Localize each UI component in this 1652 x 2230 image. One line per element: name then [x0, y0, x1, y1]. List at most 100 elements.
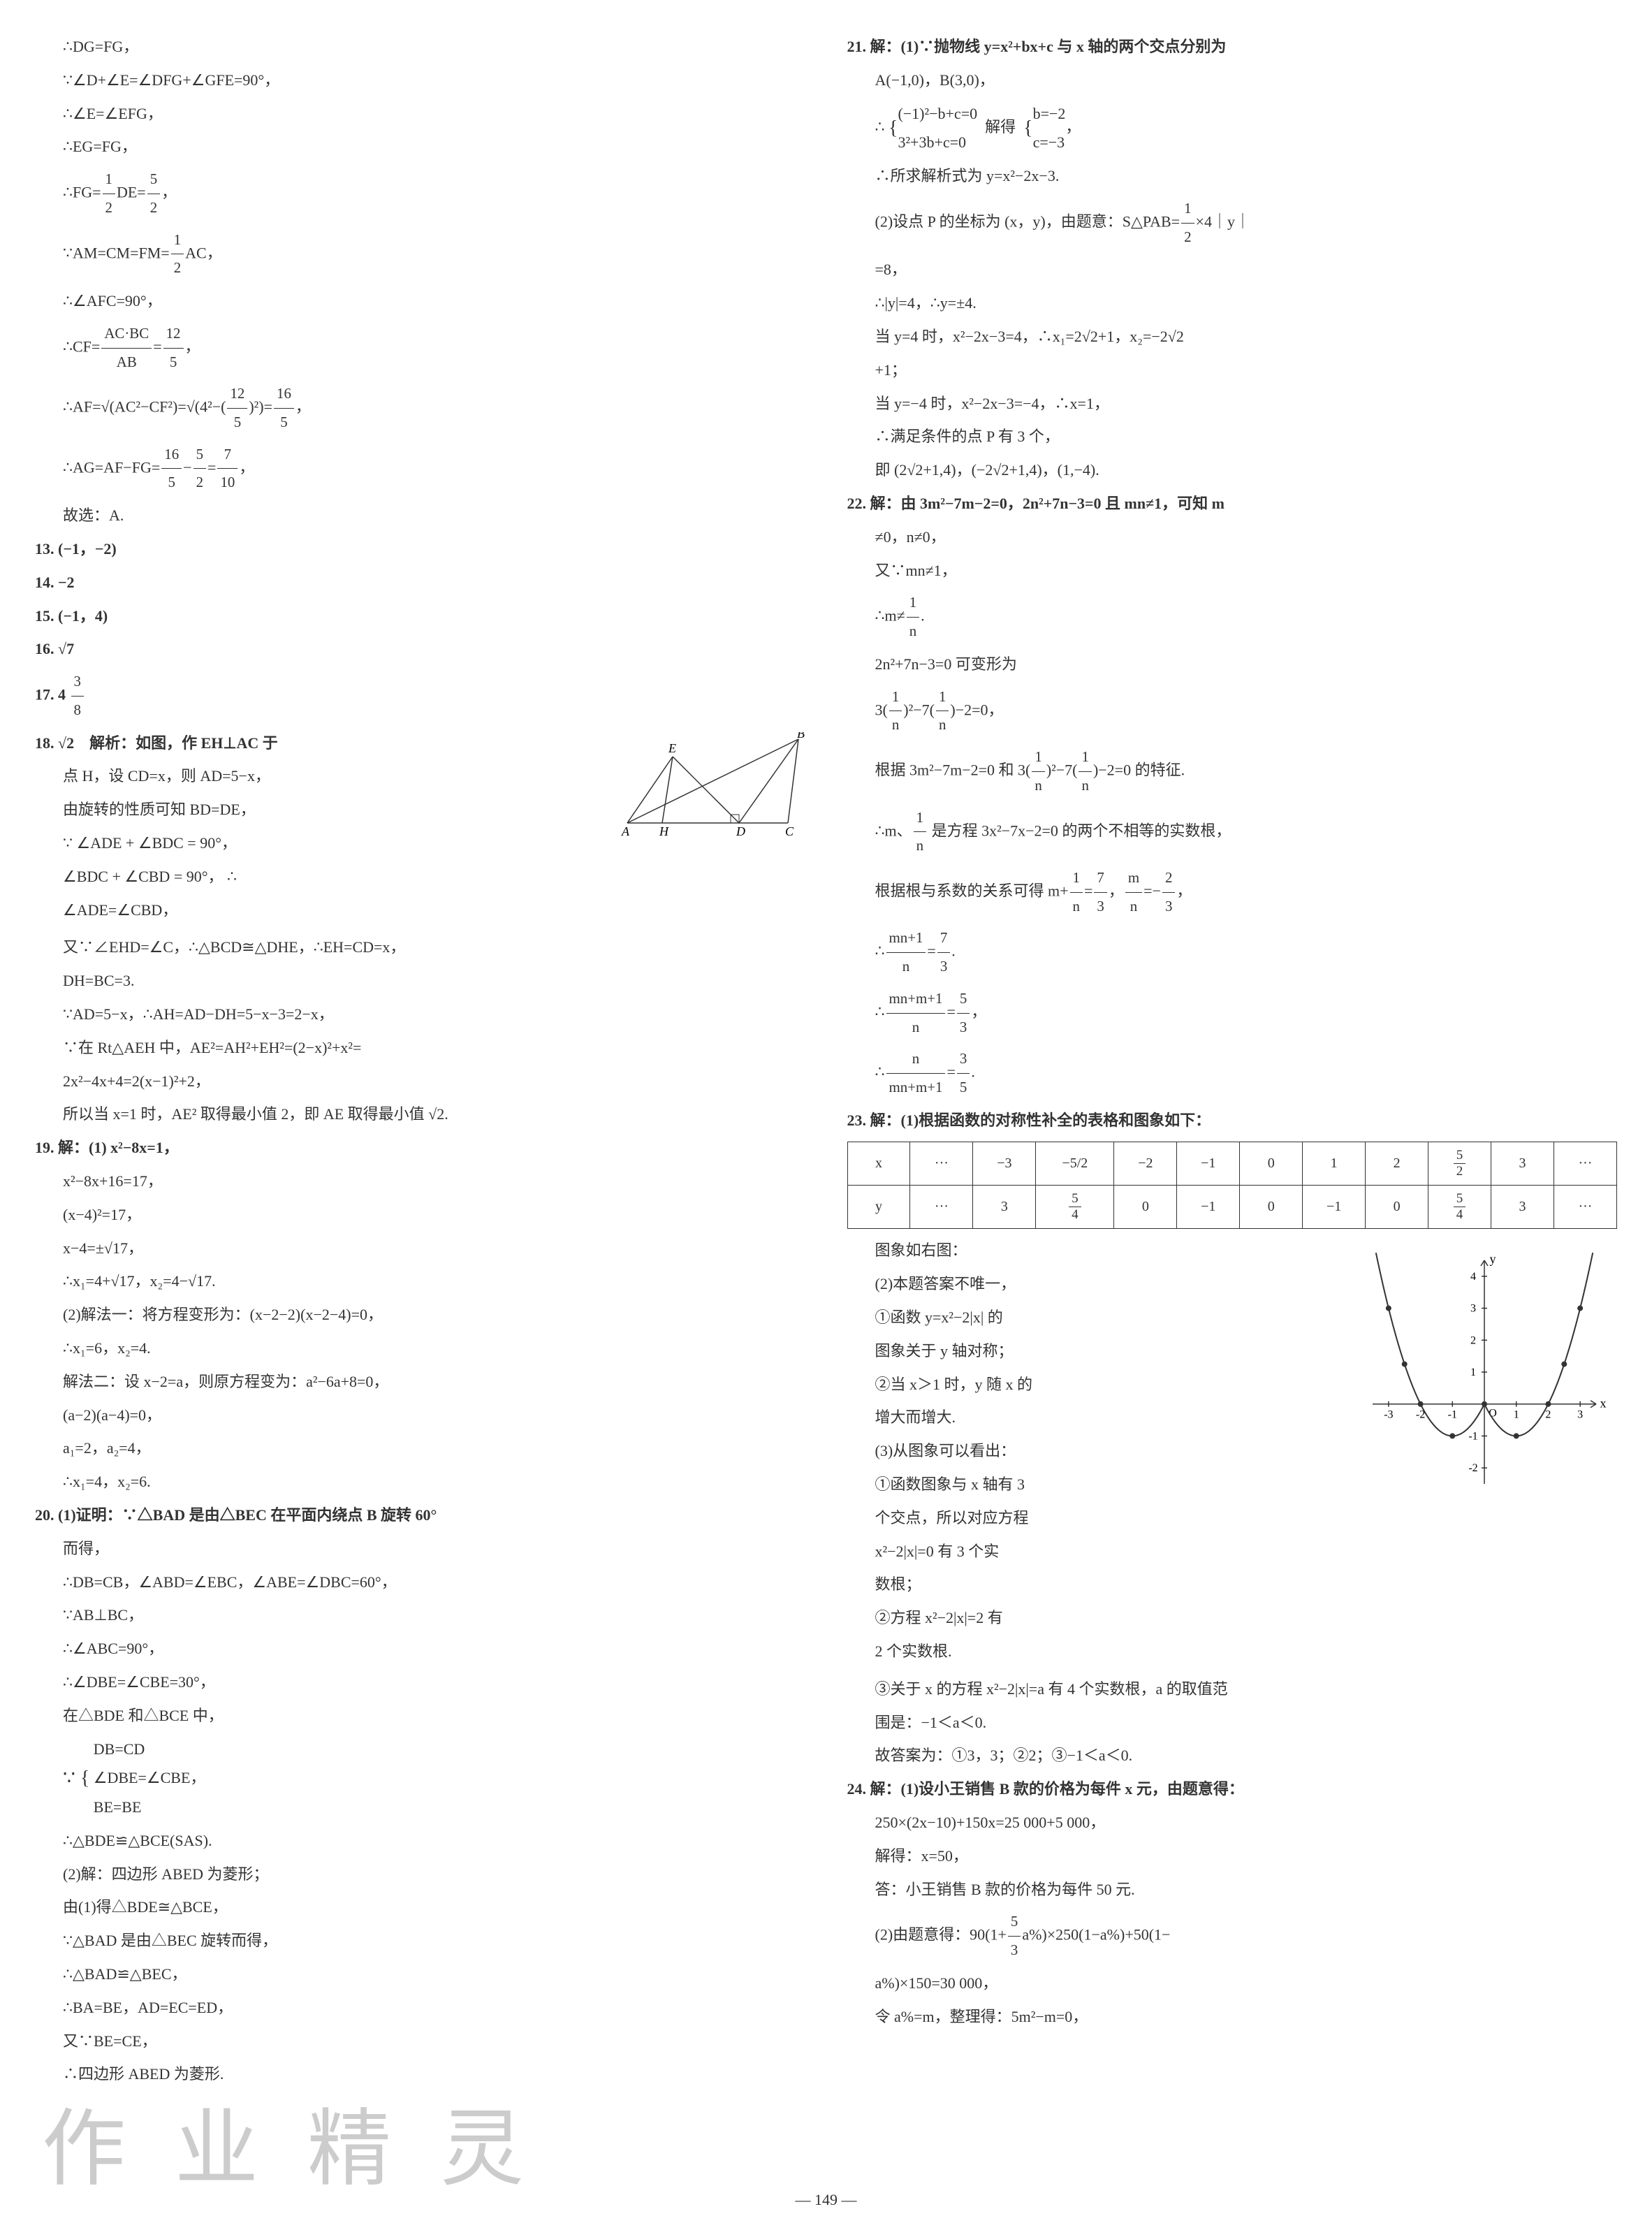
text-line: ∴AF=√(AC²−CF²)=√(4²−(125)²)=165，	[35, 380, 805, 436]
svg-text:A: A	[621, 824, 630, 837]
q19-line: (2)解法一：将方程变形为：(x−2−2)(x−2−4)=0，	[35, 1300, 805, 1329]
q19-line: (x−4)²=17，	[35, 1200, 805, 1230]
q18-line: ∠ADE=∠CBD，	[35, 896, 805, 925]
q22-line: 3(1n)²−7(1n)−2=0，	[847, 683, 1618, 739]
q19-line: ∴x₁=4，x₂=6.	[35, 1467, 805, 1496]
answer-13: 13. (−1，−2)	[35, 534, 805, 564]
q22-line: ∴m、1n 是方程 3x²−7x−2=0 的两个不相等的实数根，	[847, 804, 1618, 860]
q23-table: x···−3−5/2−2−1012523···y···3540−10−10543…	[847, 1142, 1618, 1229]
q21-line: 当 y=−4 时，x²−2x−3=−4，∴x=1，	[847, 389, 1618, 418]
q20-line: ∴BA=BE，AD=EC=ED，	[35, 1993, 805, 2023]
q20-line: 在△BDE 和△BCE 中，	[35, 1701, 805, 1730]
text-line: 故选：A.	[35, 501, 805, 530]
q23-line: 故答案为：①3，3；②2；③−1＜a＜0.	[847, 1741, 1618, 1770]
q23-line: ③关于 x 的方程 x²−2|x|=a 有 4 个实数根，a 的取值范	[847, 1675, 1618, 1704]
svg-text:1: 1	[1470, 1367, 1476, 1378]
q23-line: 数根；	[847, 1570, 1618, 1599]
q22-line: ∴m≠1n.	[847, 589, 1618, 645]
q20-line: ∵AB⊥BC，	[35, 1601, 805, 1630]
q20-line: ∴DB=CB，∠ABD=∠EBC，∠ABE=∠DBC=60°，	[35, 1568, 805, 1597]
svg-text:2: 2	[1545, 1409, 1551, 1421]
q18-line: 2x²−4x+4=2(x−1)²+2，	[35, 1067, 805, 1096]
q18-line: 所以当 x=1 时，AE² 取得最小值 2，即 AE 取得最小值 √2.	[35, 1100, 805, 1129]
svg-text:1: 1	[1514, 1409, 1519, 1421]
svg-text:3: 3	[1577, 1409, 1583, 1421]
q20-line: ∴∠DBE=∠CBE=30°，	[35, 1668, 805, 1697]
q23-line: ②方程 x²−2|x|=2 有	[847, 1603, 1618, 1633]
q18-line: DH=BC=3.	[35, 966, 805, 996]
svg-text:H: H	[659, 824, 669, 837]
q19-line: 19. 解：(1) x²−8x=1，	[35, 1133, 805, 1163]
q20-line: 而得，	[35, 1534, 805, 1564]
q24-line: 解得：x=50，	[847, 1842, 1618, 1871]
text-line: ∴EG=FG，	[35, 132, 805, 161]
q21-line: ∴满足条件的点 P 有 3 个，	[847, 422, 1618, 451]
q22-line: 根据根与系数的关系可得 m+1n=73，mn=−23，	[847, 864, 1618, 920]
q19-line: x²−8x+16=17，	[35, 1167, 805, 1196]
q20-line: 20. (1)证明：∵△BAD 是由△BEC 在平面内绕点 B 旋转 60°	[35, 1501, 805, 1530]
q21-line: 即 (2√2+1,4)，(−2√2+1,4)，(1,−4).	[847, 456, 1618, 485]
q19-line: (a−2)(a−4)=0，	[35, 1401, 805, 1430]
q22-line: 2n²+7n−3=0 可变形为	[847, 650, 1618, 679]
svg-text:D: D	[736, 824, 745, 837]
svg-text:x: x	[1600, 1397, 1607, 1411]
q23-line: x²−2|x|=0 有 3 个实	[847, 1537, 1618, 1566]
q24-line: 24. 解：(1)设小王销售 B 款的价格为每件 x 元，由题意得：	[847, 1774, 1618, 1804]
graph-figure: xyO-3-2-1123-2-11234	[1352, 1239, 1617, 1505]
q22-line: 根据 3m²−7m−2=0 和 3(1n)²−7(1n)−2=0 的特征.	[847, 743, 1618, 799]
q22-line: ∴mn+1n=73.	[847, 924, 1618, 980]
svg-text:C: C	[785, 824, 794, 837]
q22-line: 又∵mn≠1，	[847, 556, 1618, 585]
text-line: ∴FG=12DE=52，	[35, 166, 805, 221]
text-line: ∵∠D+∠E=∠DFG+∠GFE=90°，	[35, 66, 805, 95]
q18-line: 又∵∠EHD=∠C，∴△BCD≅△DHE，∴EH=CD=x，	[35, 933, 805, 962]
q22-line: 22. 解：由 3m²−7m−2=0，2n²+7n−3=0 且 mn≠1，可知 …	[847, 489, 1618, 518]
left-column: ∴DG=FG， ∵∠D+∠E=∠DFG+∠GFE=90°， ∴∠E=∠EFG， …	[35, 28, 805, 2093]
text-line: ∴CF=AC·BCAB=125，	[35, 320, 805, 376]
q19-line: ∴x₁=6，x₂=4.	[35, 1334, 805, 1363]
svg-text:4: 4	[1470, 1271, 1476, 1283]
svg-text:2: 2	[1470, 1335, 1476, 1347]
q22-line: ∴mn+m+1n=53，	[847, 985, 1618, 1041]
q21-line: (2)设点 P 的坐标为 (x，y)，由题意：S△PAB=12×4｜y｜	[847, 195, 1618, 251]
q20-brace: ∵ { DB=CD ∠DBE=∠CBE， BE=BE	[35, 1735, 805, 1822]
svg-text:E: E	[668, 741, 676, 755]
answer-14: 14. −2	[35, 568, 805, 597]
q20-line: ∵△BAD 是由△BEC 旋转而得，	[35, 1926, 805, 1955]
svg-text:-2: -2	[1468, 1463, 1477, 1475]
q20-line: ∴△BDE≌△BCE(SAS).	[35, 1826, 805, 1856]
q21-line: 21. 解：(1)∵抛物线 y=x²+bx+c 与 x 轴的两个交点分别为	[847, 32, 1618, 61]
q24-line: 250×(2x−10)+150x=25 000+5 000，	[847, 1808, 1618, 1837]
q18-line: ∠BDC + ∠CBD = 90°， ∴	[35, 862, 805, 891]
q24-line: 答：小王销售 B 款的价格为每件 50 元.	[847, 1875, 1618, 1904]
q19-line: 解法二：设 x−2=a，则原方程变为：a²−6a+8=0，	[35, 1367, 805, 1397]
svg-text:-3: -3	[1384, 1409, 1393, 1421]
q19-line: x−4=±√17，	[35, 1234, 805, 1263]
text-line: ∴∠AFC=90°，	[35, 286, 805, 316]
q22-line: ∴nmn+m+1=35.	[847, 1045, 1618, 1101]
page-number: — 149 —	[0, 2191, 1652, 2209]
q20-line: ∴△BAD≌△BEC，	[35, 1960, 805, 1989]
q23-line: 个交点，所以对应方程	[847, 1503, 1618, 1533]
q23-line: 2 个实数根.	[847, 1637, 1618, 1666]
q20-line: 由(1)得△BDE≅△BCE，	[35, 1893, 805, 1922]
q23-line: 23. 解：(1)根据函数的对称性补全的表格和图象如下：	[847, 1106, 1618, 1135]
q20-line: ∴∠ABC=90°，	[35, 1634, 805, 1663]
answer-17: 17. 4 38	[35, 668, 805, 724]
q21-line: 当 y=4 时，x²−2x−3=4，∴x₁=2√2+1，x₂=−2√2	[847, 322, 1618, 351]
q23-line: 围是：−1＜a＜0.	[847, 1708, 1618, 1737]
text-line: ∴∠E=∠EFG，	[35, 99, 805, 129]
text-line: ∴DG=FG，	[35, 32, 805, 61]
q20-line: ∴四边形 ABED 为菱形.	[35, 2060, 805, 2089]
q18-line: ∵AD=5−x，∴AH=AD−DH=5−x−3=2−x，	[35, 1000, 805, 1029]
page-container: ∴DG=FG， ∵∠D+∠E=∠DFG+∠GFE=90°， ∴∠E=∠EFG， …	[35, 28, 1617, 2093]
q18-line: ∵在 Rt△AEH 中，AE²=AH²+EH²=(2−x)²+x²=	[35, 1033, 805, 1063]
q19-line: a₁=2，a₂=4，	[35, 1434, 805, 1463]
q21-line: A(−1,0)，B(3,0)，	[847, 66, 1618, 95]
answer-16: 16. √7	[35, 634, 805, 664]
q24-line: 令 a%=m，整理得：5m²−m=0，	[847, 2002, 1618, 2032]
q21-line: +1；	[847, 356, 1618, 385]
right-column: 21. 解：(1)∵抛物线 y=x²+bx+c 与 x 轴的两个交点分别为 A(…	[847, 28, 1618, 2093]
q24-line: (2)由题意得：90(1+53a%)×250(1−a%)+50(1−	[847, 1908, 1618, 1964]
svg-text:B: B	[797, 732, 805, 741]
